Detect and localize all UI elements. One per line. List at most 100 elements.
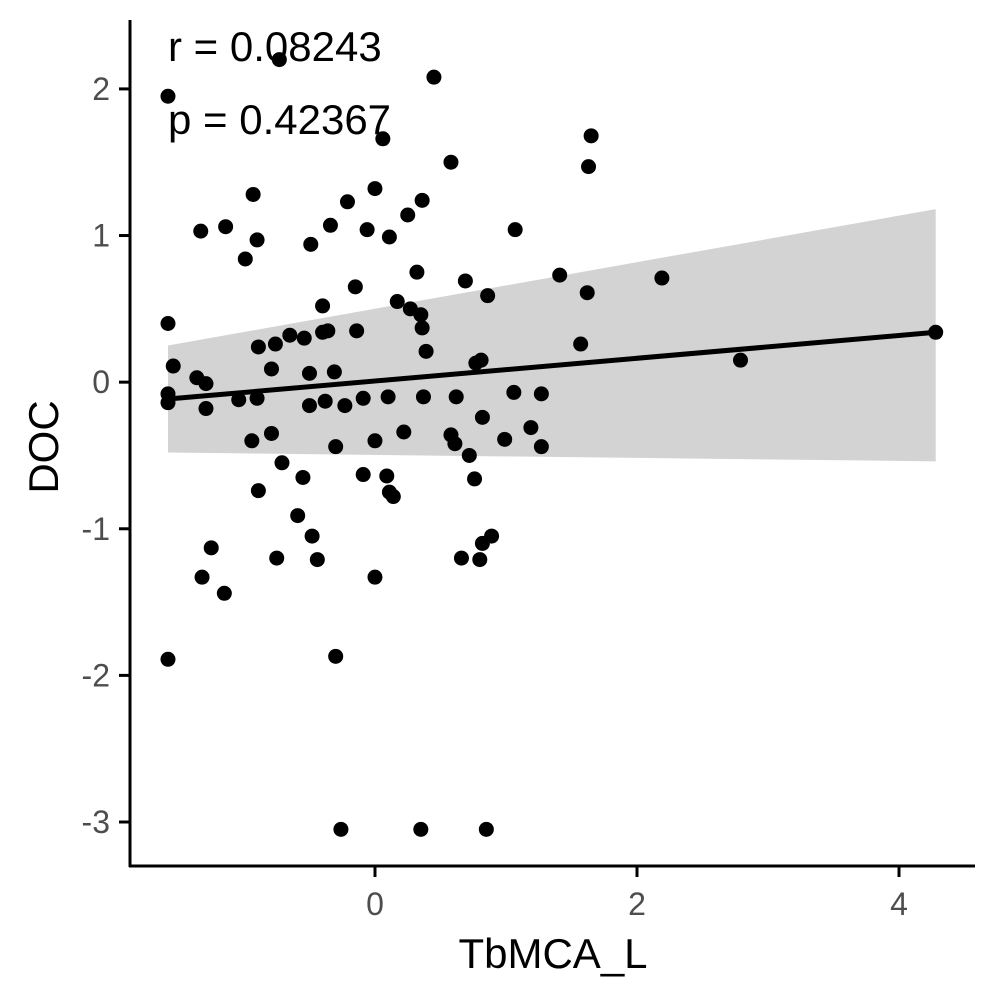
- data-point: [347, 279, 363, 295]
- data-point: [160, 88, 176, 104]
- data-point: [389, 294, 405, 310]
- x-tick-label: 4: [890, 886, 908, 922]
- data-point: [732, 352, 748, 368]
- data-point: [203, 540, 219, 556]
- data-point: [579, 285, 595, 301]
- data-point: [409, 264, 425, 280]
- data-point: [267, 336, 283, 352]
- data-point: [296, 330, 312, 346]
- data-point: [367, 569, 383, 585]
- data-point: [322, 217, 338, 233]
- data-point: [573, 336, 589, 352]
- data-point: [301, 398, 317, 414]
- data-point: [198, 376, 214, 392]
- regression-line: [167, 329, 936, 402]
- data-point: [160, 316, 176, 332]
- data-point: [282, 327, 298, 343]
- annotation-r: r = 0.08243: [168, 23, 382, 70]
- data-point: [480, 288, 496, 304]
- data-point: [385, 489, 401, 505]
- axes-layer: 0 2 4 2 1 0 -1 -2 -3: [82, 20, 975, 922]
- data-point: [263, 361, 279, 377]
- data-point: [231, 392, 247, 408]
- data-point: [355, 467, 371, 483]
- fit-line-layer: [167, 329, 936, 402]
- data-point: [160, 651, 176, 667]
- data-point: [457, 273, 473, 289]
- data-point: [413, 307, 429, 323]
- data-point: [418, 343, 434, 359]
- data-point: [414, 192, 430, 208]
- y-tick-label: -2: [82, 657, 110, 693]
- data-point: [523, 420, 539, 436]
- data-point: [237, 251, 253, 267]
- data-point: [301, 365, 317, 381]
- data-point: [497, 431, 513, 447]
- data-point: [295, 469, 311, 485]
- data-point: [478, 821, 494, 837]
- data-point: [245, 186, 261, 202]
- y-tick-label: -1: [82, 511, 110, 547]
- annotation-p: p = 0.42367: [168, 96, 391, 143]
- data-point: [326, 364, 342, 380]
- data-point: [333, 821, 349, 837]
- data-point: [165, 358, 181, 374]
- data-point: [581, 159, 597, 175]
- data-point: [218, 219, 234, 235]
- data-point: [414, 320, 430, 336]
- data-point: [396, 424, 412, 440]
- data-point: [583, 128, 599, 144]
- x-axis-title: TbMCA_L: [458, 930, 647, 977]
- data-point: [453, 550, 469, 566]
- data-point: [415, 389, 431, 405]
- data-point: [337, 398, 353, 414]
- y-axis-title: DOC: [20, 400, 67, 493]
- data-point: [448, 389, 464, 405]
- data-point: [315, 298, 331, 314]
- data-point: [413, 821, 429, 837]
- data-point: [474, 409, 490, 425]
- data-point: [250, 339, 266, 355]
- data-point: [533, 386, 549, 402]
- data-point: [250, 483, 266, 499]
- data-point: [359, 222, 375, 238]
- points-layer: [160, 52, 944, 837]
- data-point: [472, 552, 488, 568]
- data-point: [328, 439, 344, 455]
- y-tick-label: 1: [92, 218, 110, 254]
- data-point: [506, 384, 522, 400]
- data-point: [367, 433, 383, 449]
- y-tick-label: 0: [92, 364, 110, 400]
- data-point: [271, 52, 287, 68]
- data-point: [443, 154, 459, 170]
- data-point: [375, 131, 391, 147]
- data-point: [474, 535, 490, 551]
- y-tick-label: 2: [92, 71, 110, 107]
- data-point: [355, 390, 371, 406]
- data-point: [381, 229, 397, 245]
- data-point: [467, 471, 483, 487]
- data-point: [552, 267, 568, 283]
- data-point: [274, 455, 290, 471]
- data-point: [461, 447, 477, 463]
- x-tick-label: 2: [628, 886, 646, 922]
- data-point: [193, 223, 209, 239]
- data-point: [468, 355, 484, 371]
- data-point: [290, 508, 306, 524]
- data-point: [315, 324, 331, 340]
- data-point: [249, 390, 265, 406]
- data-point: [317, 393, 333, 409]
- data-point: [400, 207, 416, 223]
- data-point: [380, 389, 396, 405]
- data-point: [339, 194, 355, 210]
- data-point: [304, 528, 320, 544]
- data-point: [349, 323, 365, 339]
- data-point: [507, 222, 523, 238]
- data-point: [198, 401, 214, 417]
- data-point: [263, 425, 279, 441]
- data-point: [216, 585, 232, 601]
- data-point: [654, 270, 670, 286]
- data-point: [447, 436, 463, 452]
- y-tick-label: -3: [82, 804, 110, 840]
